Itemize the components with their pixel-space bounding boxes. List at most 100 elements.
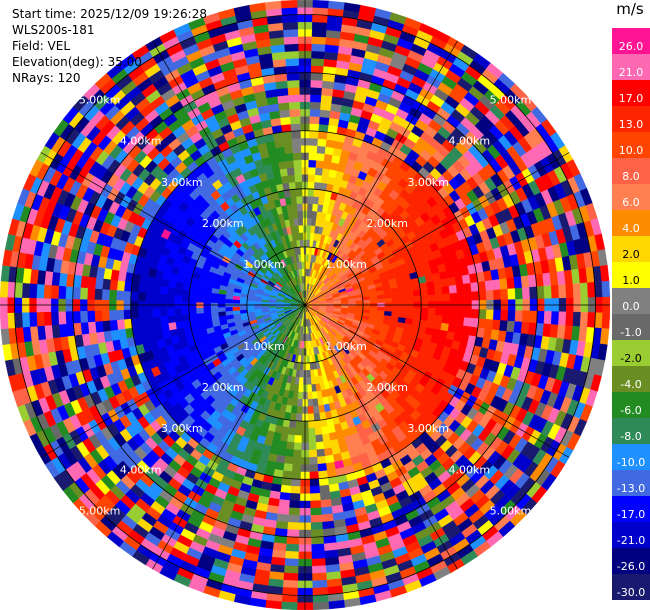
velocity-gate: [307, 413, 315, 422]
velocity-gate: [340, 301, 349, 305]
velocity-gate: [196, 312, 205, 320]
velocity-gate: [310, 94, 322, 103]
velocity-gate: [7, 312, 16, 329]
velocity-gate: [306, 355, 310, 364]
velocity-gate: [587, 312, 596, 329]
velocity-gate: [285, 543, 299, 553]
velocity-gate: [130, 309, 139, 319]
velocity-gate: [308, 464, 319, 473]
velocity-gate: [282, 463, 293, 472]
velocity-gate: [283, 572, 299, 582]
velocity-gate: [289, 188, 297, 198]
velocity-gate: [471, 309, 480, 319]
velocity-gate: [283, 189, 292, 199]
velocity-gate: [427, 294, 436, 302]
velocity-gate: [506, 277, 516, 290]
velocity-gate: [137, 308, 146, 319]
velocity-gate: [94, 288, 103, 300]
velocity-gate: [282, 579, 298, 589]
velocity-gate: [455, 283, 465, 294]
velocity-gate: [315, 159, 325, 169]
velocity-gate: [181, 307, 190, 315]
velocity-gate: [307, 420, 315, 429]
velocity-gate: [321, 433, 331, 443]
velocity-gate: [123, 309, 132, 320]
velocity-gate: [72, 310, 81, 324]
velocity-gate: [308, 174, 316, 183]
velocity-gate: [478, 309, 487, 320]
velocity-gate: [449, 308, 458, 318]
velocity-gate: [320, 426, 330, 435]
velocity-gate: [558, 284, 567, 299]
velocity-gate: [419, 288, 429, 297]
velocity-gate: [87, 287, 96, 300]
velocity-gate: [383, 293, 393, 299]
velocity-gate: [599, 264, 610, 282]
velocity-gate: [290, 196, 298, 205]
velocity-gate: [116, 280, 126, 291]
velocity-gate: [405, 290, 414, 298]
velocity-gate: [286, 529, 300, 538]
velocity-gate: [175, 320, 184, 330]
velocity-gate: [217, 306, 226, 313]
velocity-gate: [464, 291, 473, 302]
velocity-gate: [28, 311, 38, 327]
velocity-gate: [21, 312, 31, 328]
velocity-gate: [167, 286, 176, 295]
velocity-gate: [384, 297, 393, 304]
velocity-gate: [210, 307, 219, 313]
velocity-gate: [28, 283, 38, 299]
velocity-gate: [65, 285, 74, 300]
velocity-gate: [287, 521, 300, 531]
velocity-gate: [312, 587, 329, 596]
velocity-gate: [311, 36, 327, 45]
velocity-gate: [447, 323, 457, 334]
velocity-gate: [306, 384, 313, 393]
velocity-gate: [280, 484, 291, 494]
velocity-gate: [276, 153, 287, 163]
velocity-gate: [513, 321, 523, 334]
velocity-gate: [323, 447, 334, 457]
velocity-gate: [280, 116, 291, 126]
velocity-gate: [391, 307, 400, 313]
velocity-gate: [308, 435, 317, 444]
velocity-gate: [376, 294, 385, 300]
velocity-gate: [210, 297, 219, 303]
velocity-gate: [478, 290, 487, 301]
velocity-gate: [316, 152, 326, 162]
velocity-gate: [427, 308, 436, 316]
velocity-gate: [312, 21, 328, 31]
velocity-gate: [572, 283, 582, 299]
velocity-gate: [102, 278, 111, 290]
velocity-gate: [159, 293, 168, 302]
velocity-gate: [286, 434, 295, 443]
velocity-gate: [290, 478, 301, 487]
velocity-gate: [587, 281, 596, 298]
velocity-gate: [355, 300, 364, 304]
velocity-gate: [312, 14, 329, 23]
velocity-gate: [276, 513, 289, 523]
velocity-gate: [305, 348, 310, 357]
velocity-gate: [310, 536, 325, 545]
velocity-gate: [309, 493, 321, 502]
velocity-gate: [153, 323, 163, 334]
velocity-gate: [406, 296, 415, 303]
velocity-gate: [264, 0, 282, 11]
velocity-gate: [406, 307, 415, 314]
velocity-gate: [384, 306, 393, 313]
velocity-gate: [307, 406, 314, 415]
velocity-gate: [442, 308, 451, 317]
velocity-gate: [427, 314, 436, 323]
velocity-gate: [398, 291, 407, 298]
velocity-gate: [282, 470, 293, 479]
velocity-gate: [312, 579, 328, 589]
velocity-gate: [225, 310, 234, 316]
velocity-gate: [543, 285, 553, 299]
velocity-gate: [279, 167, 289, 177]
velocity-gate: [309, 123, 320, 132]
velocity-gate: [311, 43, 326, 52]
velocity-gate: [491, 319, 501, 331]
velocity-gate: [309, 130, 319, 139]
velocity-gate: [550, 284, 560, 299]
velocity-gate: [470, 317, 479, 328]
